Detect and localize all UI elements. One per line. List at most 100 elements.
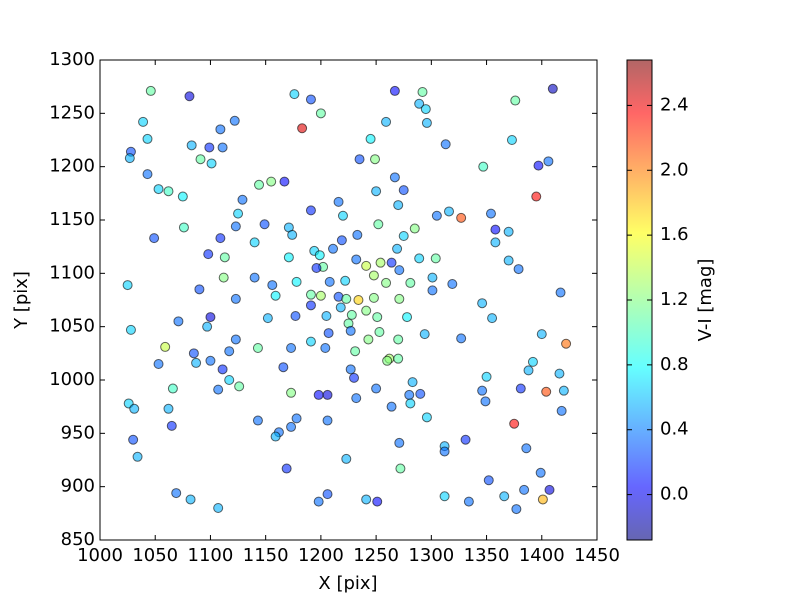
point (305, 205, 316, 216)
point (283, 252, 294, 263)
x-tick-label: 1100 (188, 545, 234, 566)
point (365, 133, 376, 144)
point (405, 277, 416, 288)
point (206, 158, 217, 169)
y-tick-label: 1250 (49, 102, 95, 123)
point (414, 98, 425, 109)
point (203, 249, 214, 260)
y-tick-label: 1300 (49, 49, 95, 70)
point (456, 212, 467, 223)
point (409, 223, 420, 234)
point (341, 293, 352, 304)
x-tick-label: 1300 (408, 545, 454, 566)
point (202, 321, 213, 332)
point (305, 300, 316, 311)
point (421, 412, 432, 423)
point (145, 85, 156, 96)
point (439, 491, 450, 502)
point (204, 142, 215, 153)
point (166, 420, 177, 431)
point (393, 334, 404, 345)
point (420, 104, 431, 115)
point (481, 371, 492, 382)
x-tick-label: 1050 (132, 545, 178, 566)
point (287, 229, 298, 240)
point (313, 389, 324, 400)
point (547, 83, 558, 94)
x-tick-label: 1450 (574, 545, 620, 566)
point (205, 312, 216, 323)
y-tick-label: 1000 (49, 369, 95, 390)
point (417, 87, 428, 97)
point (447, 279, 458, 289)
point (249, 272, 260, 283)
point (368, 292, 379, 303)
point (313, 496, 324, 507)
point (142, 133, 153, 144)
y-tick-label: 900 (61, 476, 95, 497)
point (125, 324, 136, 335)
point (335, 302, 346, 313)
point (389, 85, 400, 96)
point (350, 346, 361, 357)
point (163, 186, 174, 197)
point (456, 333, 467, 344)
point (361, 260, 372, 271)
point (124, 153, 135, 164)
point (480, 396, 491, 407)
point (444, 206, 455, 217)
point (333, 196, 344, 207)
point (398, 185, 409, 196)
point (215, 233, 226, 244)
point (431, 210, 442, 221)
point (219, 252, 230, 263)
point (510, 95, 521, 106)
point (414, 253, 425, 264)
point (194, 284, 205, 295)
point (361, 305, 372, 316)
point (337, 210, 348, 221)
point (229, 115, 240, 126)
point (270, 431, 281, 442)
point (186, 140, 197, 151)
point (515, 383, 526, 394)
point (402, 312, 413, 323)
point (415, 388, 426, 399)
point (536, 329, 547, 340)
point (213, 384, 224, 395)
point (352, 229, 363, 240)
point (217, 142, 228, 153)
point (286, 387, 297, 398)
point (463, 496, 474, 507)
point (171, 488, 182, 499)
point (278, 362, 289, 373)
x-tick-label: 1400 (519, 545, 565, 566)
point (527, 356, 538, 367)
point (351, 393, 362, 404)
point (305, 94, 316, 105)
y-tick-label: 850 (61, 529, 95, 550)
point (381, 277, 392, 288)
point (394, 293, 405, 304)
point (503, 226, 514, 237)
point (321, 311, 332, 321)
point (217, 364, 228, 375)
point (368, 270, 379, 281)
point (506, 135, 517, 145)
point (252, 343, 263, 353)
point (224, 346, 235, 357)
point (490, 237, 501, 248)
point (363, 334, 374, 345)
point (259, 219, 270, 230)
point (395, 463, 406, 474)
point (519, 484, 530, 495)
point (224, 375, 235, 385)
point (132, 451, 143, 462)
point (195, 154, 206, 165)
point (511, 504, 522, 515)
point (237, 194, 248, 205)
point (477, 385, 488, 396)
point (407, 377, 418, 388)
x-tick-label: 1200 (298, 545, 344, 566)
point (541, 386, 552, 397)
